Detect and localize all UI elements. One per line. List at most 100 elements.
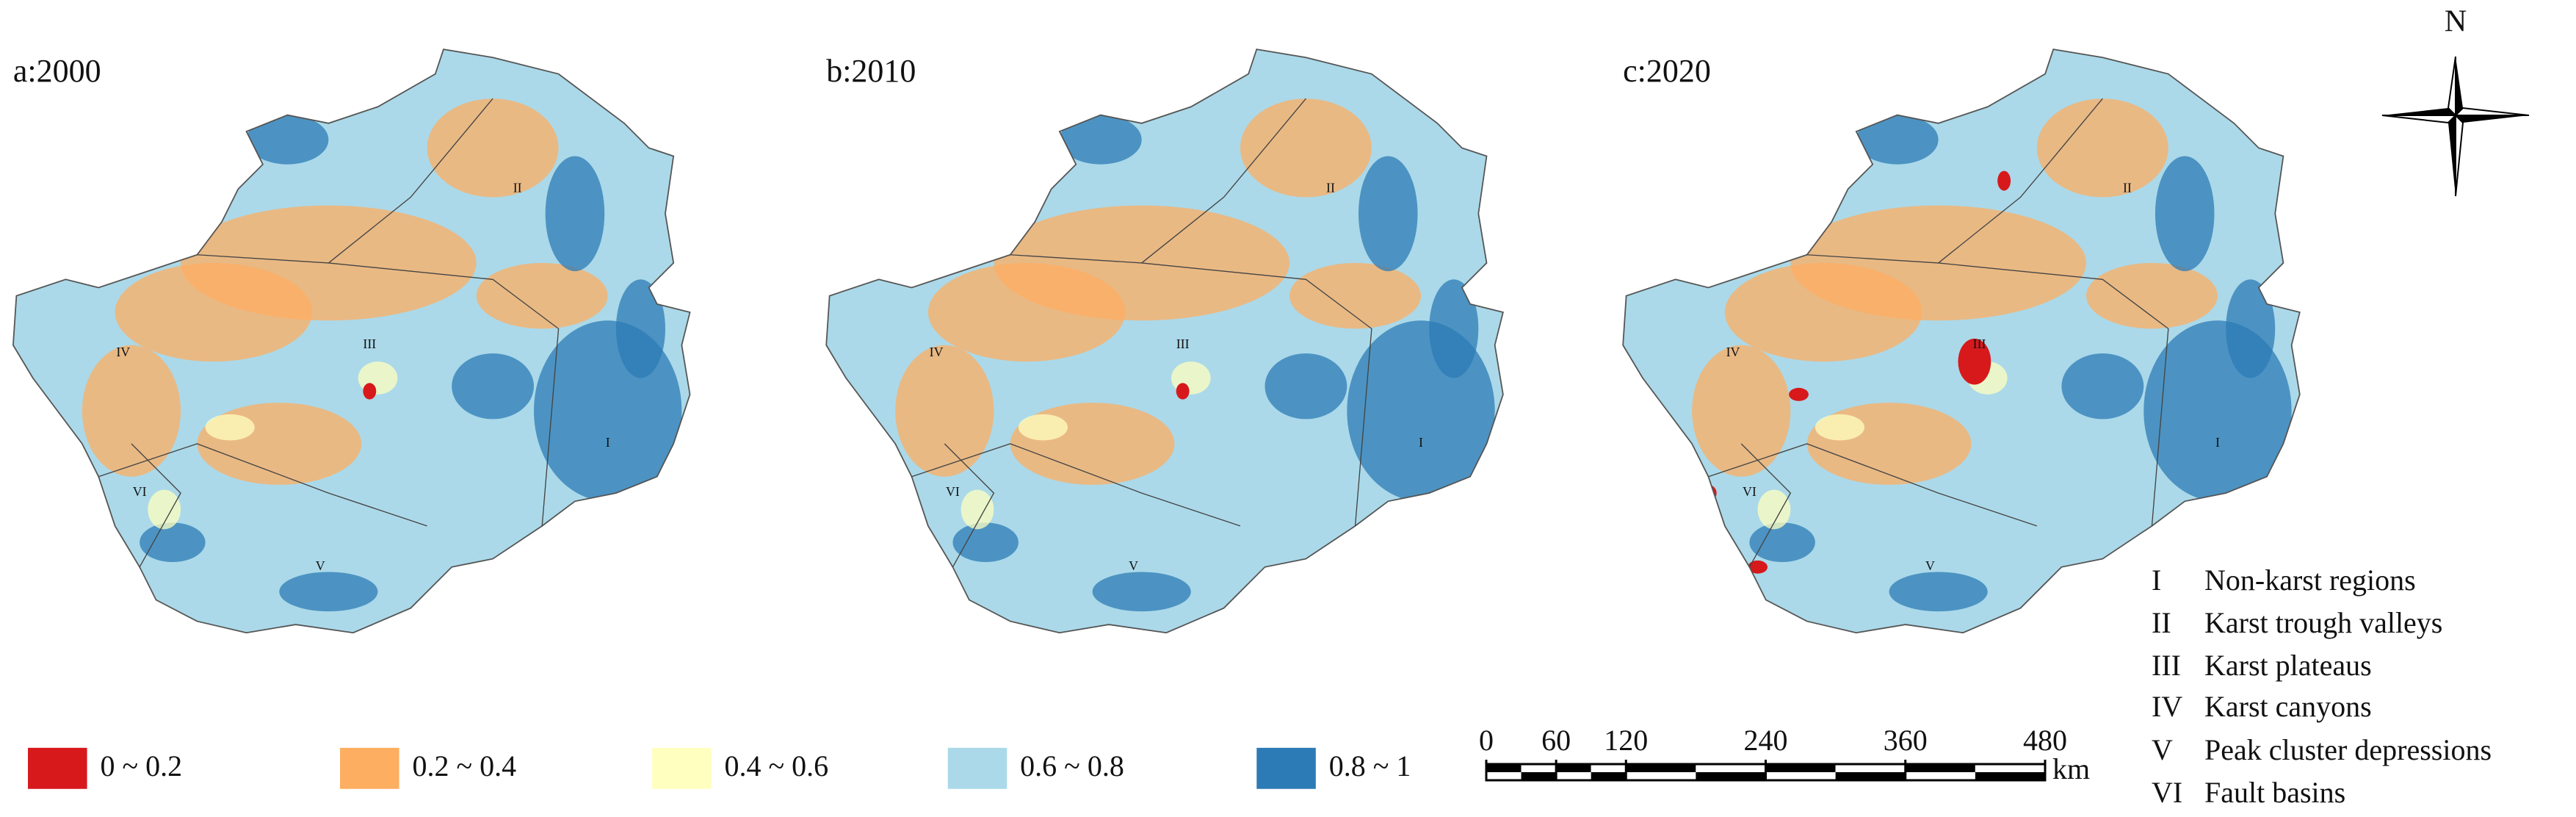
map-patch (115, 262, 313, 362)
map-patch (2036, 98, 2168, 198)
map-patch (1856, 115, 1939, 165)
scale-bar-frame (1485, 763, 2047, 782)
map-patch (1240, 98, 1372, 198)
map-patch (1059, 115, 1142, 165)
map-patch (1092, 572, 1191, 612)
legend-swatch (652, 747, 712, 789)
map-patch (1748, 560, 1768, 574)
map-outline (1622, 48, 2301, 634)
scale-segment (1486, 764, 1522, 772)
map-patch (1429, 279, 1479, 378)
scale-segment (1556, 764, 1591, 772)
map-patch (1815, 414, 1864, 441)
scale-segment (1696, 764, 1766, 772)
map-patch (1692, 345, 1791, 477)
map-patch (140, 522, 206, 563)
scale-tick-label: 60 (1541, 724, 1571, 757)
region-label: V (316, 558, 325, 573)
scale-segment (1521, 772, 1557, 780)
legend-swatch (28, 747, 87, 789)
region-label: I (2215, 435, 2220, 450)
scale-segment (1765, 764, 1836, 772)
map-patch (205, 414, 255, 441)
map-patch (615, 279, 665, 378)
scale-segment (1626, 764, 1696, 772)
scale-segment (1591, 772, 1627, 780)
map-patch (927, 262, 1126, 362)
scale-tick-label: 480 (2023, 724, 2067, 757)
region-label: II (2123, 180, 2132, 195)
region-code: II (2152, 606, 2171, 639)
scale-segment (1626, 772, 1696, 780)
region-label: V (1129, 558, 1138, 573)
region-name: Karst trough valleys (2204, 606, 2442, 639)
map-patch (1997, 170, 2011, 191)
map-patch (476, 262, 608, 329)
scale-tick-label: 0 (1479, 724, 1494, 757)
legend-label: 0.8 ~ 1 (1329, 749, 1411, 782)
map-outline (825, 48, 1504, 634)
region-label: IV (1726, 345, 1740, 359)
region-name: Non-karst regions (2204, 564, 2416, 597)
scale-segment (1835, 764, 1906, 772)
region-code: III (2152, 649, 2181, 682)
scale-segment (1835, 772, 1906, 780)
region-code: V (2152, 733, 2173, 766)
map-patch (427, 98, 559, 198)
region-label: I (1419, 435, 1423, 450)
region-label: V (1925, 558, 1935, 573)
region-label: IV (116, 345, 130, 359)
scale-segment (1486, 772, 1522, 780)
panel-label: b:2010 (826, 53, 916, 89)
map-patch (148, 489, 181, 530)
scale-tick-label: 120 (1604, 724, 1648, 757)
region-label: II (1326, 180, 1335, 195)
map-patch (1789, 387, 1809, 401)
map-patch (1289, 262, 1422, 329)
region-label: VI (133, 484, 147, 499)
region-code: VI (2152, 776, 2182, 809)
region-name: Karst plateaus (2204, 649, 2372, 682)
map-patch (82, 345, 181, 477)
map-patch (2085, 262, 2218, 329)
map-patch (2226, 279, 2276, 378)
map-patch (363, 383, 377, 400)
legend-label: 0.2 ~ 0.4 (412, 749, 516, 782)
legend-swatch (340, 747, 399, 789)
map-patch (452, 353, 535, 420)
region-boundary (98, 98, 560, 568)
map-patch (279, 572, 378, 612)
region-label: II (513, 180, 522, 195)
scale-segment (1975, 764, 2045, 772)
scale-segment (1556, 772, 1591, 780)
region-label: VI (946, 484, 960, 499)
legend-label: 0.4 ~ 0.6 (725, 749, 829, 782)
region-name: Karst canyons (2204, 690, 2372, 723)
map-patch (1889, 572, 1988, 612)
map-patch (1757, 489, 1791, 530)
region-code: IV (2152, 690, 2182, 723)
map-patch (960, 489, 994, 530)
map-fill (12, 49, 690, 633)
region-label: III (1973, 336, 1986, 351)
legend-swatch (1256, 747, 1316, 789)
scale-tick-label: 240 (1744, 724, 1788, 757)
map-patch (1958, 338, 1991, 385)
map-patch (1176, 383, 1190, 400)
scale-segment (1696, 772, 1766, 780)
scale-segment (1521, 764, 1557, 772)
region-name: Peak cluster depressions (2204, 733, 2492, 766)
region-label: I (606, 435, 610, 450)
map-patch (1358, 156, 1418, 272)
map-patch (1724, 262, 1922, 362)
region-boundary (911, 98, 1372, 568)
region-boundary (1708, 98, 2169, 568)
scale-unit: km (2052, 752, 2090, 785)
map-patch (246, 115, 329, 165)
scale-segment (1591, 764, 1627, 772)
map-patch (2154, 156, 2215, 272)
panel-label: c:2020 (1623, 53, 1711, 89)
